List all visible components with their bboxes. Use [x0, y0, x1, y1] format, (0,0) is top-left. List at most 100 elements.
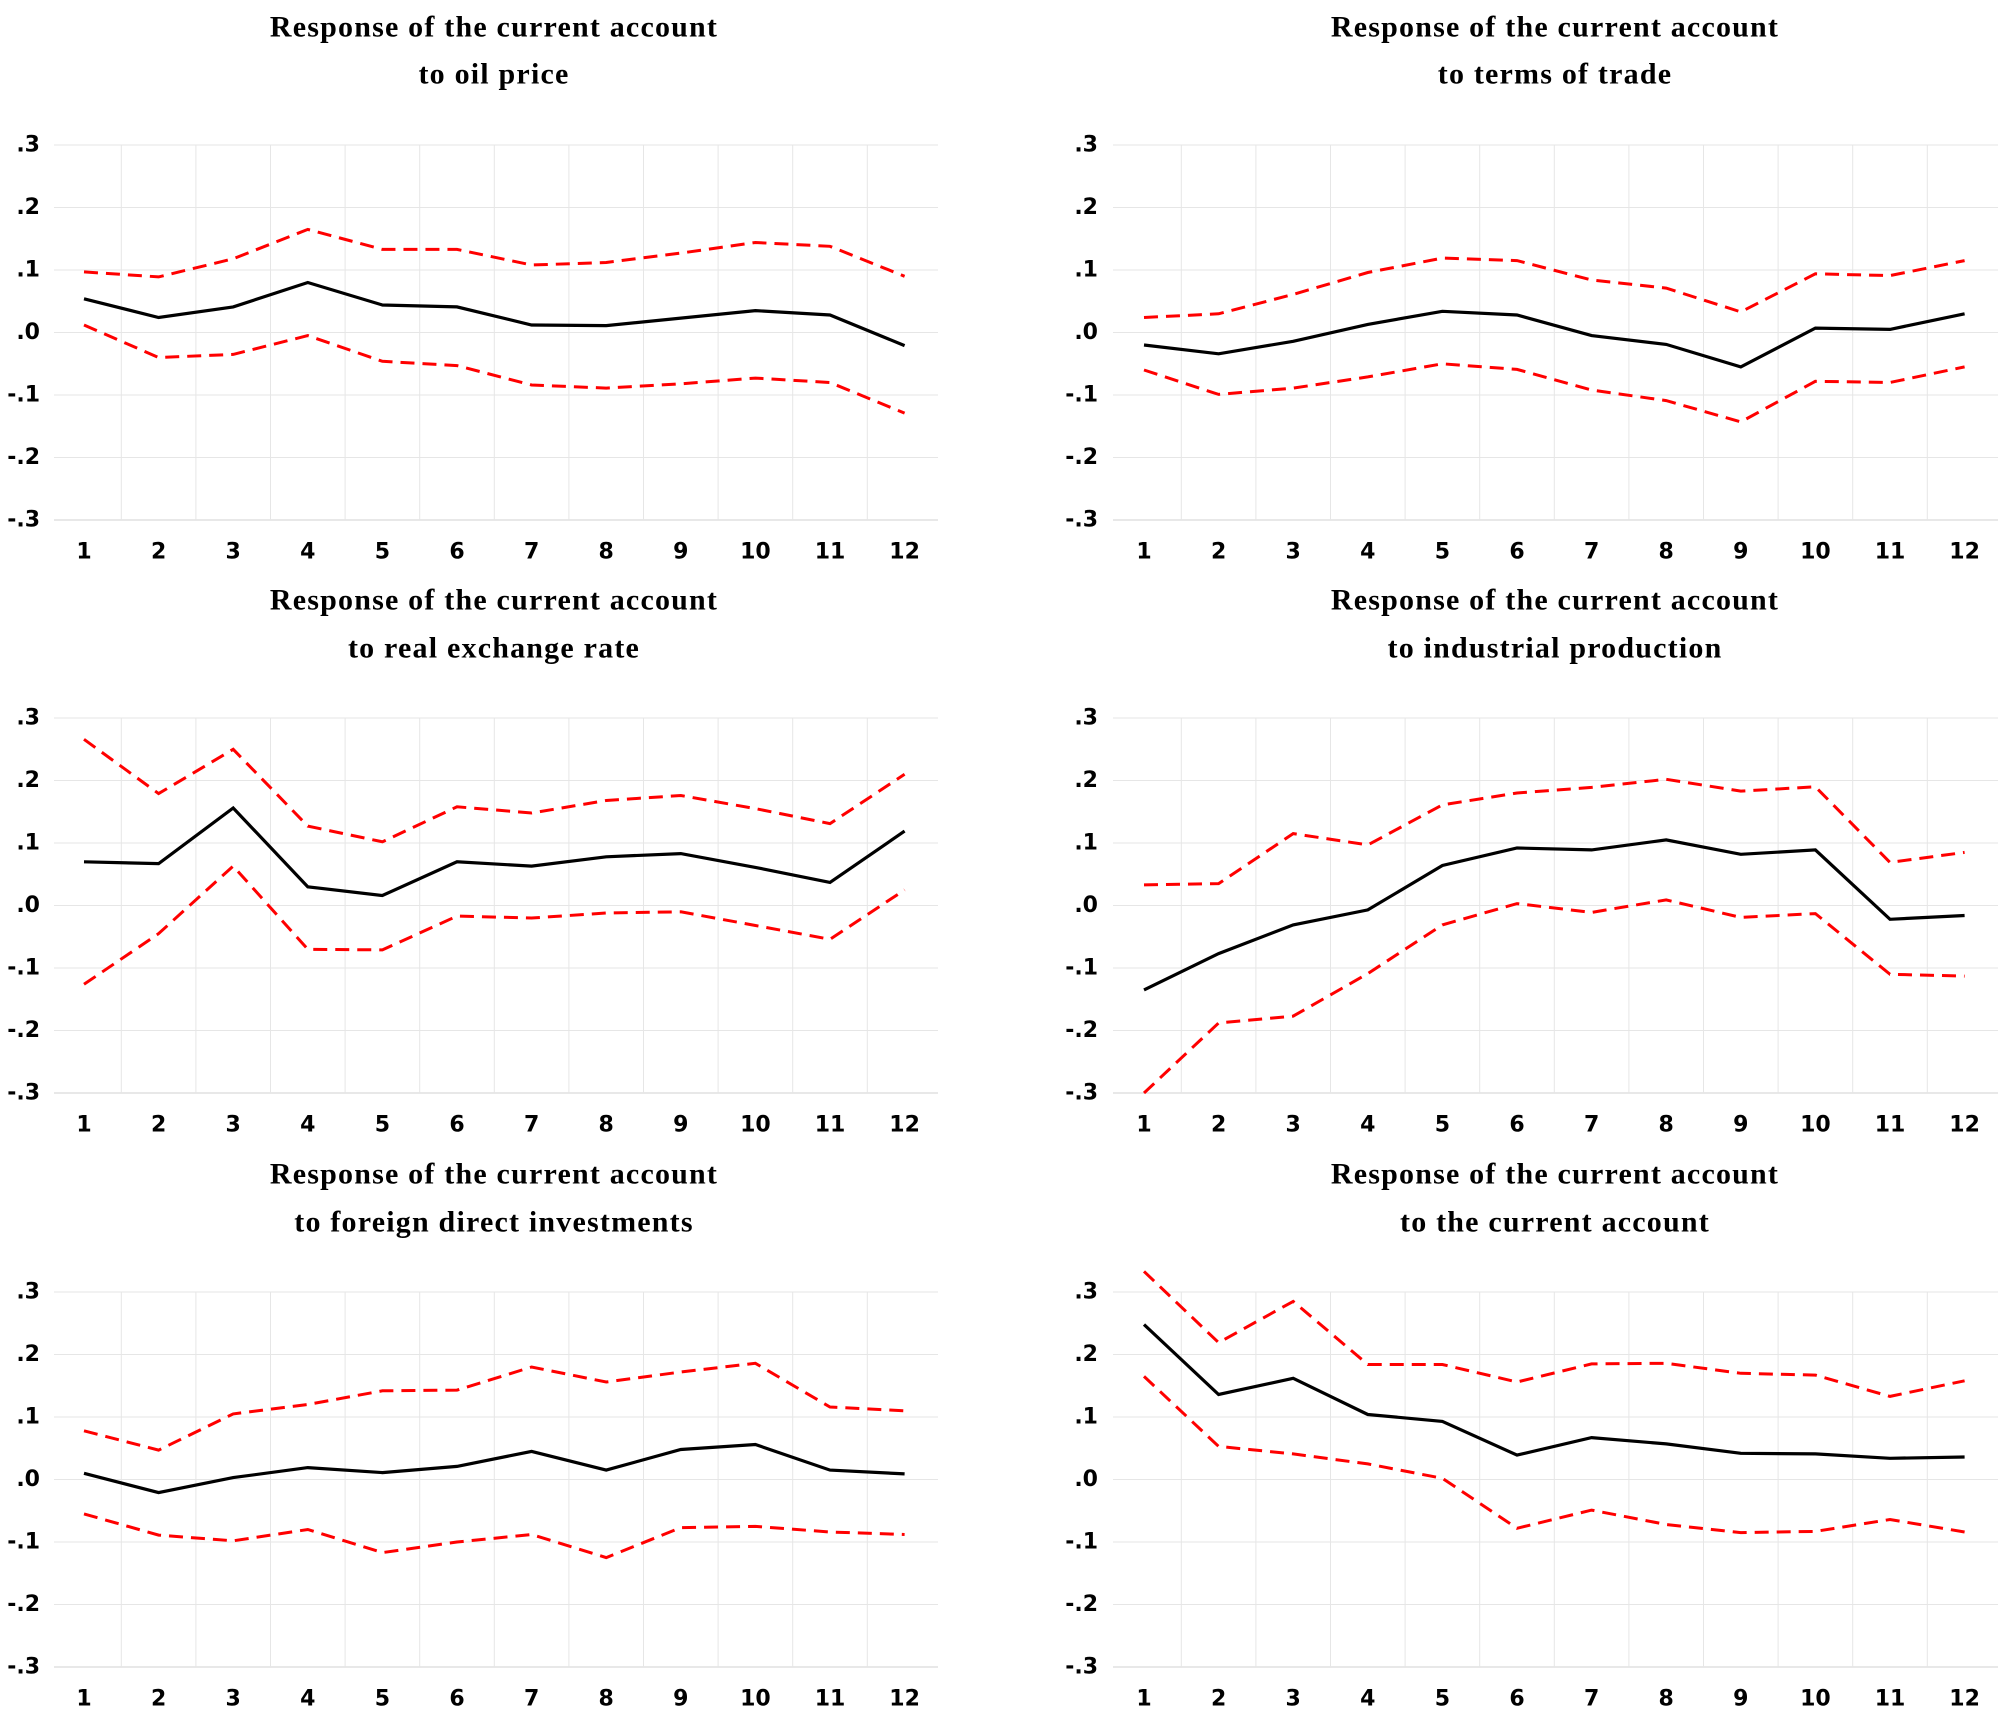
series-line-lower-bound — [83, 863, 906, 986]
y-tick-label: -.3 — [7, 508, 40, 533]
y-tick-label: -.2 — [7, 1592, 40, 1617]
x-tick-label: 11 — [1875, 540, 1906, 565]
panel-title-line: to real exchange rate — [348, 632, 640, 665]
y-tick-label: .0 — [1074, 1467, 1098, 1492]
x-tick-label: 1 — [76, 1113, 91, 1138]
y-tick-label: -.1 — [1065, 383, 1098, 408]
x-tick-label: 2 — [151, 540, 166, 565]
x-tick-label: 5 — [1435, 540, 1450, 565]
x-tick-label: 4 — [300, 1113, 315, 1138]
x-tick-label: 8 — [1659, 1113, 1674, 1138]
y-tick-label: -.1 — [7, 383, 40, 408]
x-tick-label: 6 — [449, 1113, 464, 1138]
x-tick-label: 5 — [375, 540, 390, 565]
x-tick-label: 5 — [375, 1687, 390, 1709]
x-tick-label: 3 — [1286, 540, 1301, 565]
panel-title-line: to foreign direct investments — [294, 1206, 693, 1239]
y-tick-label: -.2 — [1065, 1592, 1098, 1617]
x-tick-label: 7 — [524, 540, 539, 565]
y-tick-label: -.1 — [1065, 1530, 1098, 1555]
x-tick-label: 4 — [1360, 1687, 1375, 1709]
y-tick-label: .3 — [16, 1280, 40, 1305]
x-tick-label: 11 — [815, 1113, 846, 1138]
x-tick-label: 4 — [1360, 1113, 1375, 1138]
panel-5: Response of the current account to foreig… — [7, 1158, 938, 1709]
series-line-response — [83, 1442, 905, 1495]
x-tick-label: 2 — [151, 1687, 166, 1709]
series-line-upper-bound — [1143, 256, 1965, 319]
y-tick-label: .0 — [16, 893, 40, 918]
y-tick-label: .3 — [16, 133, 40, 158]
y-tick-label: .1 — [1074, 1405, 1098, 1430]
x-tick-label: 7 — [524, 1687, 539, 1709]
x-tick-label: 3 — [1286, 1113, 1301, 1138]
x-tick-label: 6 — [449, 1687, 464, 1709]
panel-4: Response of the current account to indust… — [1065, 584, 1998, 1138]
panel-title-line: Response of the current account — [270, 11, 718, 44]
y-tick-label: -.2 — [7, 445, 40, 470]
x-tick-label: 10 — [740, 1113, 771, 1138]
y-tick-label: .2 — [1074, 768, 1098, 793]
x-tick-label: 2 — [151, 1113, 166, 1138]
y-tick-label: .0 — [16, 320, 40, 345]
panel-title-line: Response of the current account — [1331, 11, 1779, 44]
series-line-response — [1143, 309, 1965, 369]
series-line-lower-bound — [83, 1512, 905, 1560]
y-tick-label: .2 — [16, 1342, 40, 1367]
y-tick-label: .2 — [1074, 195, 1098, 220]
x-tick-label: 5 — [1435, 1113, 1450, 1138]
x-tick-label: 8 — [1659, 540, 1674, 565]
y-tick-label: -.3 — [7, 1655, 40, 1680]
x-tick-label: 2 — [1211, 1687, 1226, 1709]
y-tick-label: -.1 — [7, 956, 40, 981]
x-tick-label: 9 — [673, 540, 688, 565]
x-tick-label: 3 — [226, 540, 241, 565]
panel-title-line: to oil price — [418, 58, 569, 91]
y-tick-label: -.2 — [1065, 445, 1098, 470]
x-tick-label: 10 — [740, 1687, 771, 1709]
y-tick-label: .1 — [1074, 831, 1098, 856]
y-tick-label: -.2 — [1065, 1018, 1098, 1043]
x-tick-label: 12 — [1949, 540, 1980, 565]
y-tick-label: .3 — [1074, 1280, 1098, 1305]
series-line-upper-bound — [83, 738, 906, 844]
x-tick-label: 11 — [1875, 1687, 1906, 1709]
panel-1: Response of the current account to oil pr… — [7, 11, 938, 565]
x-tick-label: 2 — [1211, 540, 1226, 565]
x-tick-label: 7 — [1584, 1687, 1599, 1709]
x-tick-label: 7 — [524, 1113, 539, 1138]
x-tick-label: 10 — [1800, 1687, 1831, 1709]
x-tick-label: 10 — [740, 540, 771, 565]
y-tick-label: .1 — [1074, 258, 1098, 283]
x-tick-label: 5 — [375, 1113, 390, 1138]
x-tick-label: 12 — [1949, 1687, 1980, 1709]
x-tick-label: 10 — [1800, 1113, 1831, 1138]
series-line-lower-bound — [1142, 1375, 1965, 1535]
panel-6: Response of the current account to the cu… — [1065, 1158, 1998, 1709]
series-line-response — [83, 805, 906, 898]
panel-title-line: Response of the current account — [270, 1158, 718, 1191]
y-tick-label: .3 — [1074, 706, 1098, 731]
panel-title-line: to industrial production — [1388, 632, 1723, 665]
x-tick-label: 12 — [889, 1113, 920, 1138]
series-line-lower-bound — [1142, 898, 1965, 1095]
x-tick-label: 6 — [449, 540, 464, 565]
x-tick-label: 6 — [1509, 1113, 1524, 1138]
x-tick-label: 8 — [599, 1113, 614, 1138]
y-tick-label: -.2 — [7, 1018, 40, 1043]
y-tick-label: .0 — [1074, 893, 1098, 918]
x-tick-label: 12 — [1949, 1113, 1980, 1138]
x-tick-label: 3 — [226, 1687, 241, 1709]
series-line-upper-bound — [83, 227, 906, 279]
x-tick-label: 9 — [673, 1687, 688, 1709]
x-tick-label: 8 — [1659, 1687, 1674, 1709]
y-tick-label: -.1 — [7, 1530, 40, 1555]
x-tick-label: 9 — [1733, 1687, 1748, 1709]
x-tick-label: 4 — [1360, 540, 1375, 565]
y-tick-label: .3 — [16, 706, 40, 731]
y-tick-label: -.1 — [1065, 956, 1098, 981]
panel-title-line: Response of the current account — [1331, 1158, 1779, 1191]
x-tick-label: 9 — [1733, 540, 1748, 565]
series-line-upper-bound — [1142, 1270, 1965, 1398]
